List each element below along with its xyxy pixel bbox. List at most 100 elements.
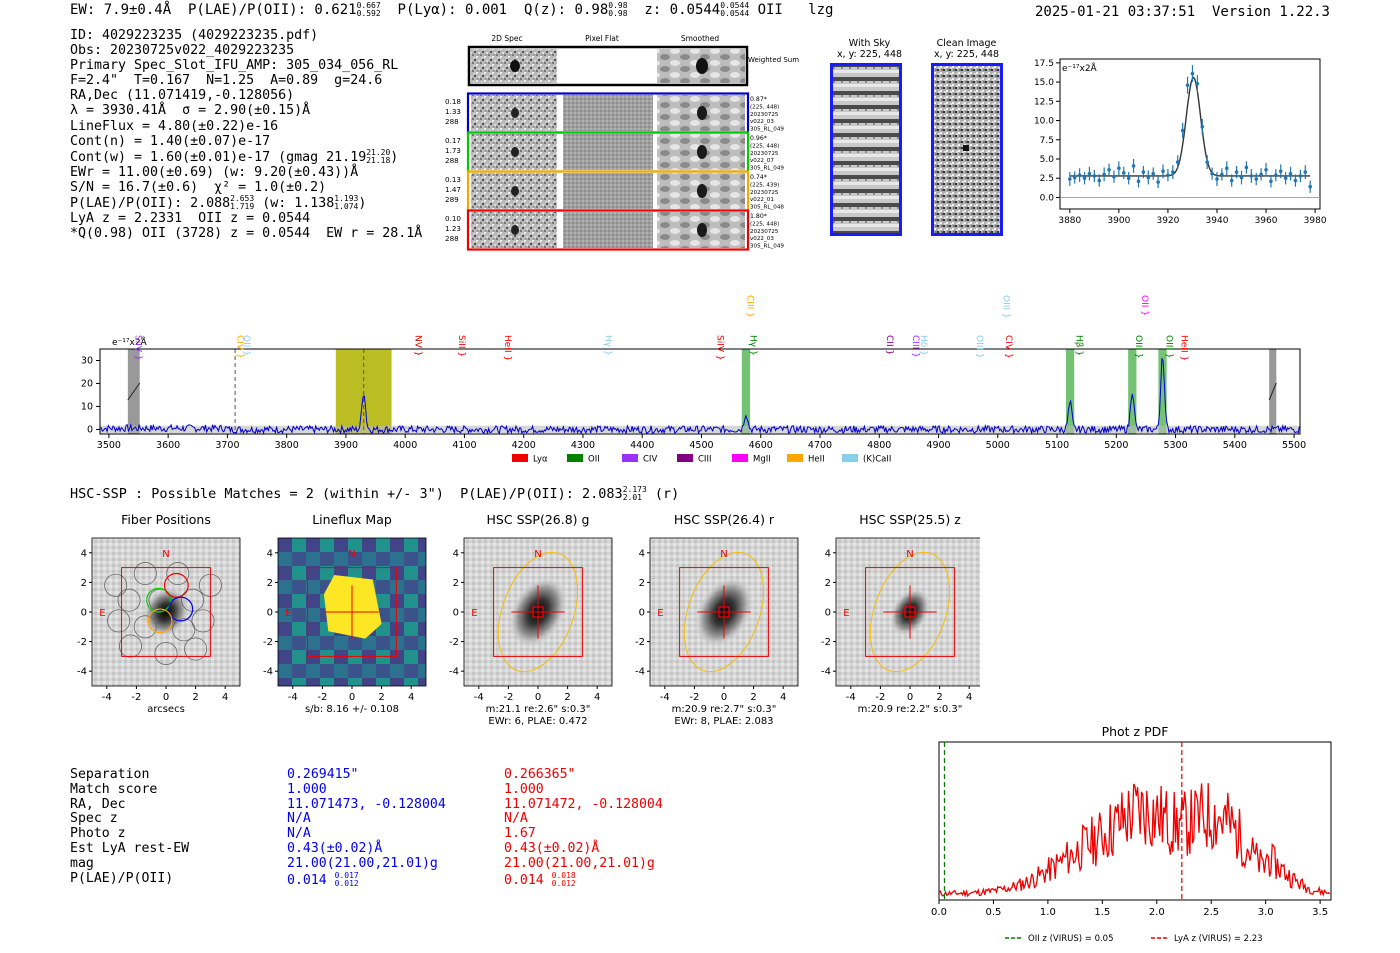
match-label: Match score [70,781,158,797]
fit-ytick-label: 2.5 [1040,174,1054,184]
hsc-plae-lower: 2.01 [622,493,642,502]
fit-data-point [1121,171,1126,175]
spec-error-band [100,425,1300,434]
spec-legend-swatch [622,454,638,462]
panel-xtick-label: 0 [163,692,169,703]
pdf-curve [938,783,1331,898]
spec-legend-label: CIV [643,455,657,465]
pdf-title: Phot z PDF [1102,724,1169,739]
panel-ytick-label: -4 [77,667,87,678]
fit-xtick-label: 3880 [1058,216,1081,226]
fit-data-point [1190,71,1195,76]
match-value-2: 1.67 [504,826,536,842]
fit-data-point [1117,166,1121,171]
spec-line-band [741,349,751,434]
fiber-circle [117,588,141,612]
spec-legend-swatch [732,454,748,462]
pdf-xtick-label: 1.5 [1094,907,1110,918]
lineflux-peak [323,575,382,639]
info-contw-end: ) [390,149,399,165]
spec-xtick-label: 3500 [97,440,121,451]
info-plae-bounds: 2.653 1.719 [230,195,254,211]
spec-line-label: CIV } [1003,335,1013,359]
fit-data-point [1092,174,1097,178]
fit-data-point [1220,172,1224,177]
clean-image-title: Clean Image x, y: 225, 448 [919,38,1014,60]
spec-line-label: CII } [884,335,894,355]
fit-ytick-label: 7.5 [1040,136,1054,146]
panel-xtick-label: -2 [317,692,327,703]
fit-data-point [1298,174,1303,178]
spec-line-label: SiIV } [133,335,143,361]
panel-ytick-label: 0 [639,608,645,619]
contw-lower: 21.18 [366,155,391,165]
match-value-1: 0.014 0.017 0.012 [287,870,359,888]
spec-line-label: Hγ } [748,335,758,356]
fiber-circle [154,641,178,665]
image-panel-title: Lineflux Map [312,512,392,527]
spec-line-label: CIV } [235,335,245,359]
spec-line-band [1065,349,1075,434]
match-label: RA, Dec [70,796,126,812]
match-value-2: 0.014 0.018 0.012 [504,870,576,888]
fiber-circle [172,618,196,642]
spec-ytick-label: 20 [81,378,93,389]
spec-masked-hatch [1268,382,1277,401]
spec-legend-label: Lyα [533,455,548,465]
compass-e: E [285,608,291,619]
contw-upper: 21.20 [366,147,391,157]
fiber-smoothed-source [697,145,707,159]
info-contw-bounds: 21.20 21.18 [366,147,391,165]
fiber-left-stat: 1.47 [445,185,461,194]
fiber-right-info: 20230725 [750,190,779,196]
fiber-circle-highlight [163,572,189,598]
fiber-circle [133,562,157,586]
panel-ytick-label: 2 [267,578,273,589]
panel-ytick-label: 0 [453,608,459,619]
fit-data-point [1200,124,1205,129]
panel-ytick-label: 2 [825,578,831,589]
panel-ytick-label: 2 [639,578,645,589]
spec-legend-swatch [677,454,693,462]
spec-legend-swatch [842,454,858,462]
fiber-left-stat: 288 [445,117,459,126]
match-label: Separation [70,767,150,782]
info-sn: S/N = 16.7(±0.6) χ² = 1.0(±0.2) [70,179,327,195]
compass-n: N [162,549,169,560]
fit-data-point [1303,170,1308,174]
aperture-ellipse [683,551,765,673]
panel-xtick-label: -2 [131,692,141,703]
fiber-circle [133,615,157,639]
header-z: z: 0.0544 [627,2,721,18]
fit-data-point [1151,171,1156,176]
col-header-2d: 2D Spec [491,34,522,43]
spec-axes-bg [100,349,1300,434]
header-tail: OII lzg [749,2,834,18]
match-row: Photo z N/A 1.67 [70,826,663,842]
fiber-left-stat: 0.10 [445,214,461,223]
search-box [307,567,397,657]
fiber-left-stat: 1.23 [445,224,461,233]
z-lower: 0.0544 [720,9,750,18]
weighted-sum-label: Weighted Sum [748,56,799,64]
match-value-1: N/A [287,826,311,842]
hsc-plae-upper: 2.173 [622,485,647,494]
match-row: Match score 1.000 1.000 [70,781,663,798]
panel-xtick-label: 2 [378,692,384,703]
fiber-left-stat: 288 [445,234,459,243]
fit-data-point [1224,166,1229,171]
spec-line-label: OIII } [1001,295,1011,319]
image-panel-title: Fiber Positions [121,512,211,527]
header-z-bounds: 0.0544 0.0544 [720,2,749,18]
q-lower: 0.98 [608,9,628,18]
fit-data-point [1077,173,1082,177]
fit-xtick-label: 3980 [1304,216,1327,226]
panel-ytick-label: 4 [81,548,87,559]
z-upper: 0.0544 [720,1,750,10]
info-id: ID: 4029223235 (4029223235.pdf) [70,28,319,43]
spec-line-label: OII } [241,335,251,356]
info-plae-line: P(LAE)/P(OII): 2.0882.653 1.719 (w: 1.138… [70,195,422,212]
fit-data-point [1146,175,1151,180]
